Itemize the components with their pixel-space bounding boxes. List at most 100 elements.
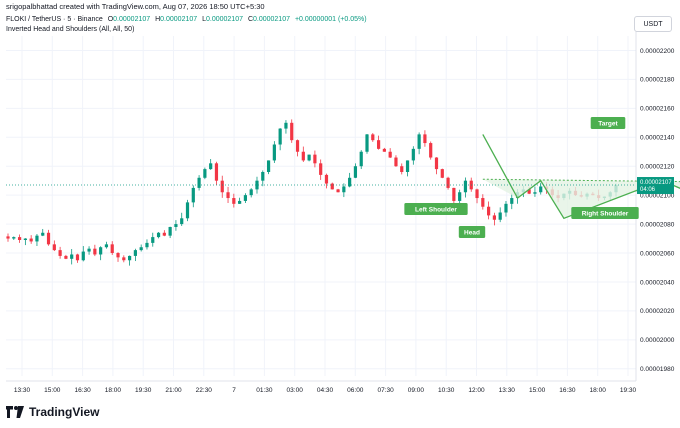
- candle-body: [145, 242, 149, 248]
- x-tick-label: 12:00: [468, 387, 485, 394]
- candle-body: [261, 172, 265, 181]
- left-shoulder-label: Left Shoulder: [415, 206, 457, 213]
- candle-body: [266, 160, 271, 172]
- symbol-name[interactable]: FLOKI / TetherUS · 5 · Binance: [6, 16, 103, 23]
- candle-body: [487, 206, 491, 216]
- candle-body: [191, 187, 195, 203]
- candle-body: [388, 151, 392, 158]
- candle-body: [139, 247, 143, 251]
- y-tick-label: 0.00002060: [640, 250, 675, 257]
- x-tick-label: 06:00: [347, 387, 364, 394]
- high-label: H: [155, 16, 161, 23]
- x-tick-label: 15:00: [44, 387, 61, 394]
- candle-body: [174, 224, 178, 227]
- y-tick-label: 0.00001980: [640, 366, 675, 373]
- right-shoulder-label: Right Shoulder: [582, 210, 629, 217]
- y-tick-label: 0.00002100: [640, 192, 675, 199]
- head-label: Head: [464, 229, 480, 236]
- pattern-fill: [482, 179, 680, 219]
- candle-body: [492, 215, 496, 220]
- candle-body: [203, 169, 207, 178]
- candle-body: [400, 166, 404, 172]
- indicator-legend[interactable]: Inverted Head and Shoulders (All, All, 5…: [6, 26, 135, 33]
- x-tick-label: 15:00: [529, 387, 546, 394]
- open-label: O: [107, 16, 114, 23]
- symbol-legend: FLOKI / TetherUS · 5 · Binance O0.000021…: [6, 16, 367, 23]
- left-shoulder-label-bg: [404, 203, 468, 215]
- candle-body: [214, 163, 219, 181]
- high-value: 0.00002107: [160, 16, 198, 23]
- y-tick-label: 0.00002180: [640, 77, 675, 84]
- low-value: 0.00002107: [206, 16, 243, 23]
- candle-body: [93, 248, 97, 255]
- candle-body: [423, 134, 427, 144]
- candle-body: [452, 187, 456, 201]
- x-tick-label: 09:00: [408, 387, 425, 394]
- x-tick-label: 13:30: [499, 387, 516, 394]
- x-tick-label: 7: [232, 387, 236, 394]
- x-tick-label: 10:30: [438, 387, 455, 394]
- candle-body: [232, 198, 236, 204]
- candle-body: [249, 189, 253, 196]
- candle-body: [475, 189, 479, 199]
- candle-body: [58, 250, 62, 256]
- y-tick-label: 0.00002120: [640, 164, 675, 171]
- currency-selector[interactable]: USDT: [634, 16, 672, 32]
- x-tick-label: 04:30: [317, 387, 334, 394]
- right-shoulder-label-bg: [571, 207, 639, 219]
- candle-body: [70, 254, 74, 259]
- candle-body: [243, 195, 248, 201]
- candle-body: [99, 247, 103, 255]
- x-tick-label: 03:00: [287, 387, 304, 394]
- x-tick-label: 18:00: [590, 387, 607, 394]
- candle-body: [151, 237, 155, 243]
- target-label-bg: [590, 117, 626, 129]
- y-tick-label: 0.00002080: [640, 221, 675, 228]
- candle-body: [197, 177, 201, 188]
- close-value: 0.00002107: [253, 16, 290, 23]
- candle-body: [324, 174, 329, 184]
- tradingview-brand[interactable]: TradingView: [6, 405, 99, 419]
- candle-body: [504, 203, 508, 213]
- y-tick-label: 0.00002040: [640, 279, 675, 286]
- candle-body: [330, 183, 334, 190]
- head-label-bg: [458, 226, 486, 238]
- y-tick-label: 0.00002160: [640, 106, 675, 113]
- low-label: L: [202, 16, 206, 23]
- candle-body: [278, 128, 282, 145]
- price-badge-value: 0.00002107: [640, 180, 672, 186]
- candle-body: [458, 192, 462, 201]
- candle-body: [168, 226, 172, 236]
- candle-body: [394, 157, 398, 167]
- candle-body: [376, 140, 381, 149]
- candle-body: [255, 180, 259, 190]
- x-tick-label: 19:30: [135, 387, 152, 394]
- candle-body: [110, 244, 114, 254]
- y-tick-label: 0.00002200: [640, 48, 675, 55]
- candle-body: [411, 148, 415, 161]
- open-value: 0.00002107: [113, 16, 151, 23]
- candle-body: [156, 232, 161, 238]
- candle-body: [46, 232, 51, 245]
- tradingview-logo-icon: [6, 406, 24, 418]
- candle-body: [128, 255, 132, 261]
- x-tick-label: 01:30: [256, 387, 273, 394]
- candle-body: [290, 122, 294, 141]
- chart-attribution: srigopalbhattad created with TradingView…: [6, 2, 265, 11]
- candle-body: [122, 257, 126, 261]
- candle-body: [87, 248, 91, 252]
- candle-body: [527, 189, 531, 194]
- candle-body: [284, 122, 288, 129]
- candle-body: [446, 177, 450, 188]
- candle-body: [498, 212, 502, 220]
- target-label: Target: [598, 120, 618, 127]
- candle-body: [81, 251, 85, 261]
- x-tick-label: 16:30: [74, 387, 91, 394]
- candle-body: [162, 232, 166, 236]
- price-badge-countdown: 04:06: [640, 187, 656, 193]
- candle-body: [371, 134, 375, 141]
- candle-body: [429, 143, 433, 158]
- candle-body: [104, 244, 109, 248]
- candle-body: [6, 236, 10, 239]
